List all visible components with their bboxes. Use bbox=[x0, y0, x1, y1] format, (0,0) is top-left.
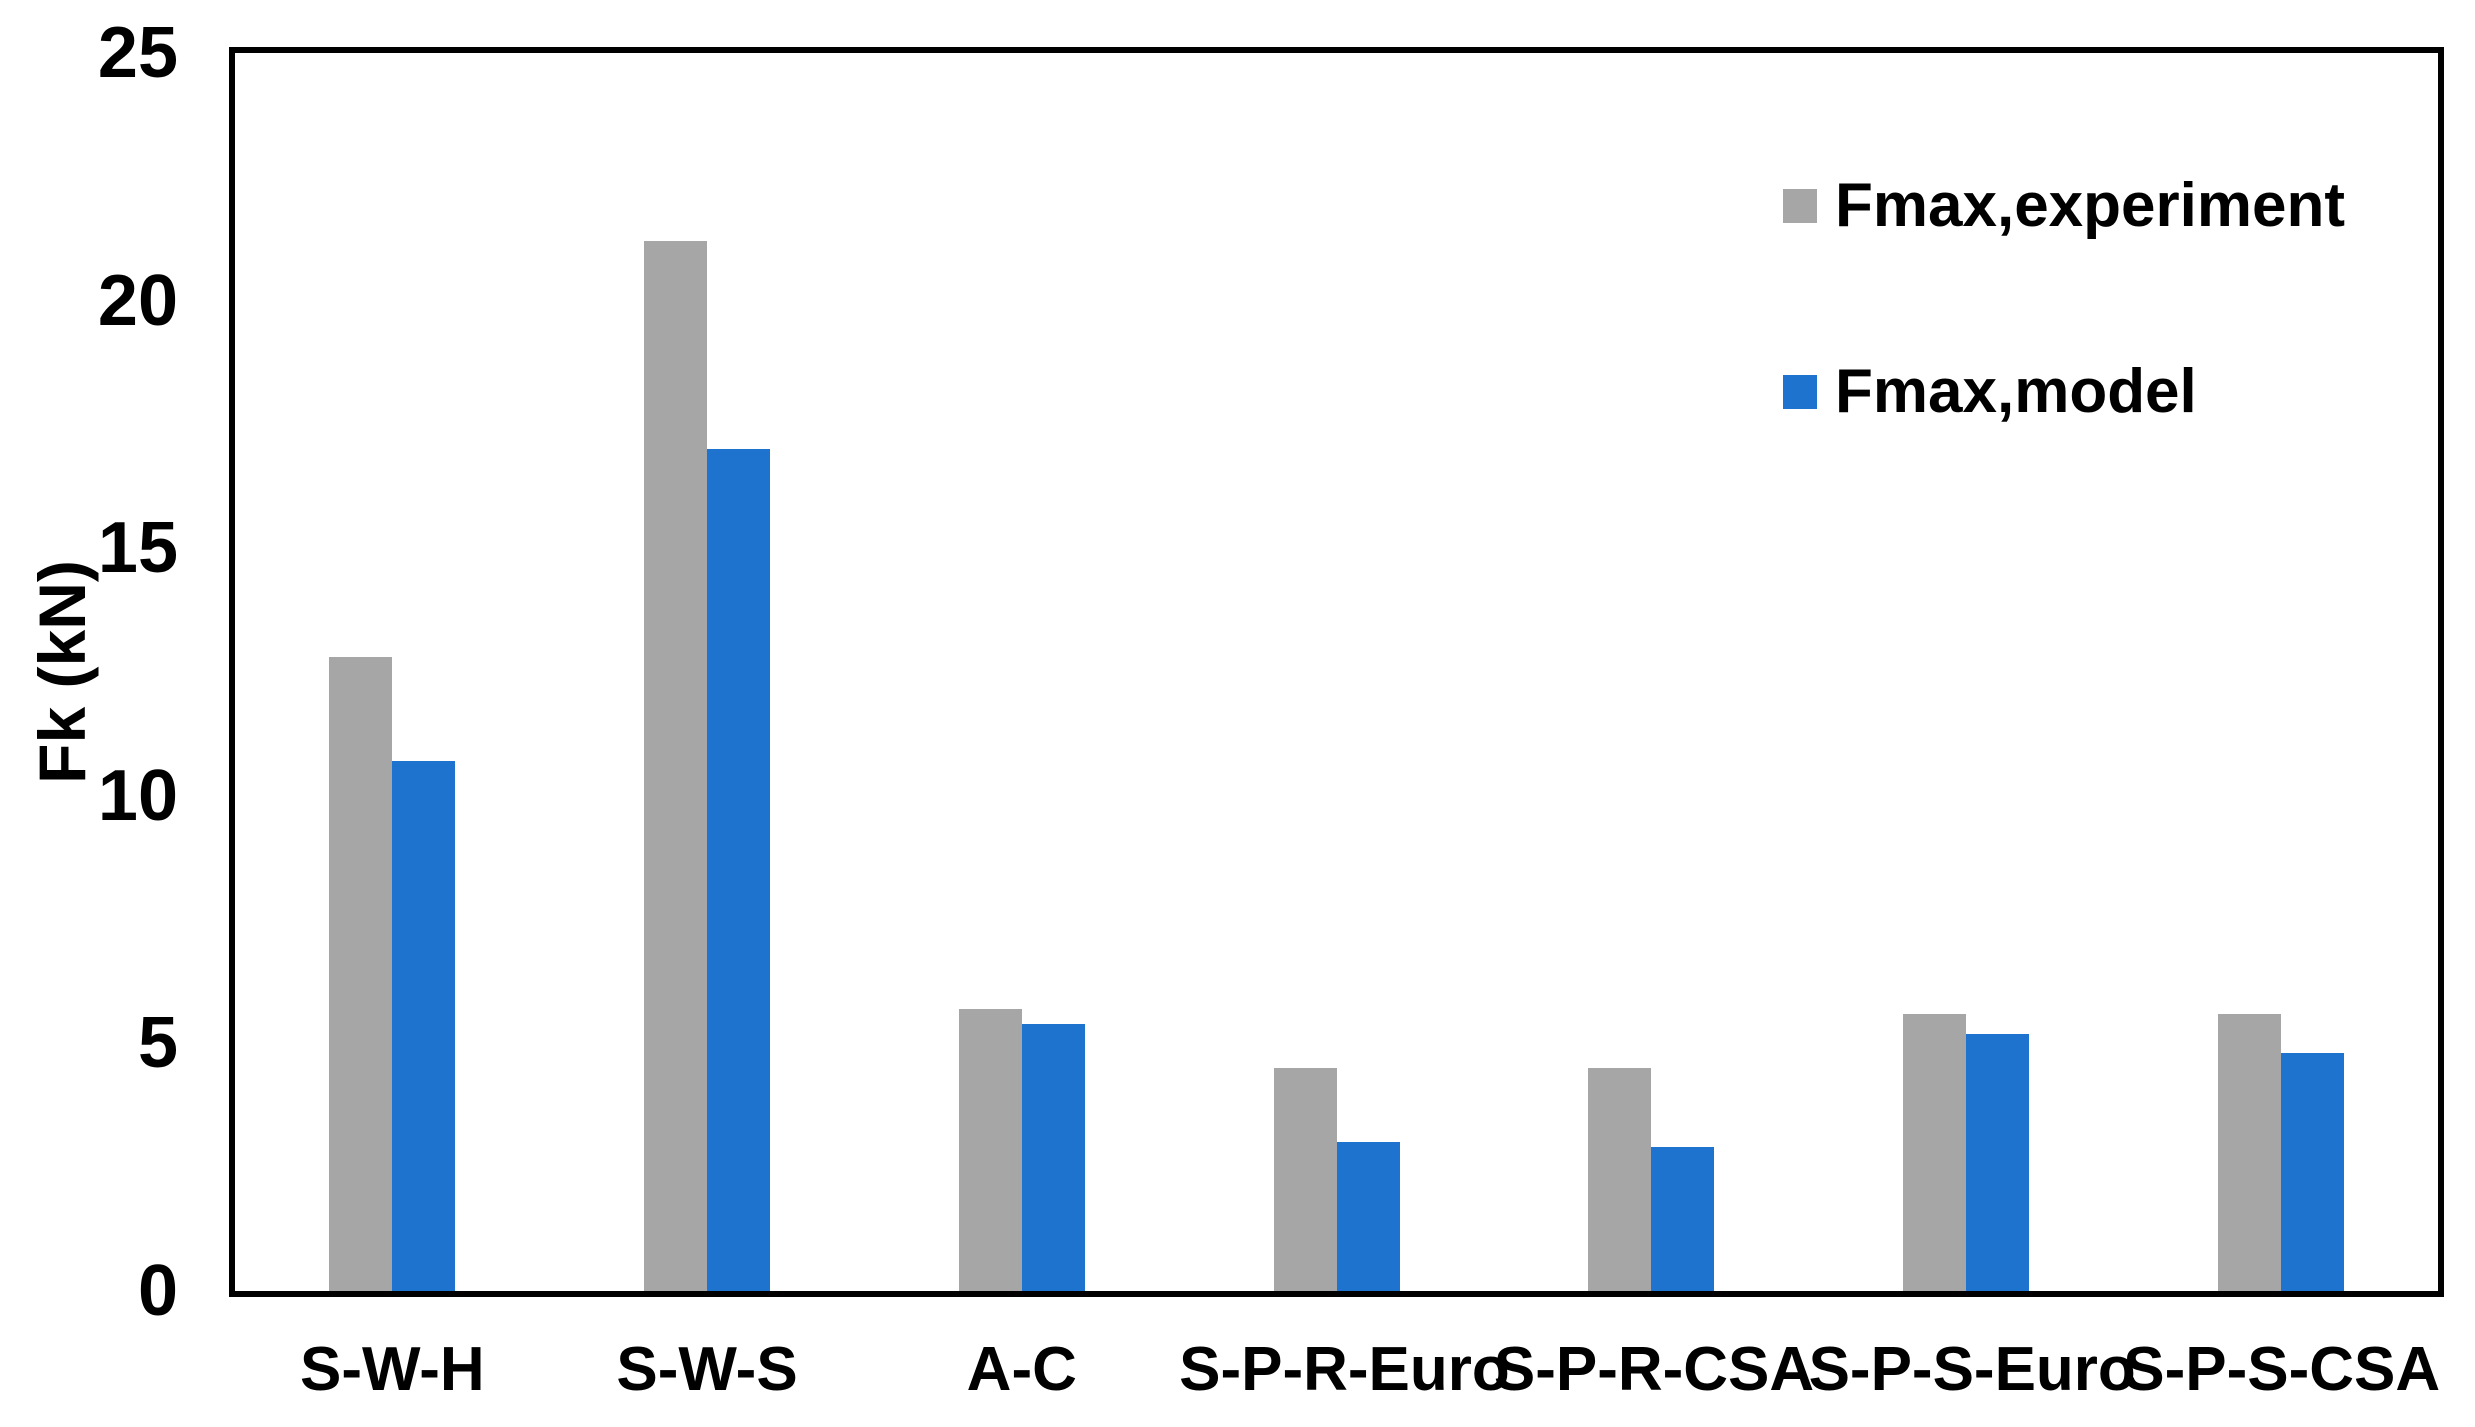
y-tick-label-5: 5 bbox=[137, 1003, 178, 1084]
x-category-label-s-p-r-euro: S-P-R-Euro bbox=[1179, 1335, 1510, 1404]
bar-experiment-s-p-s-euro bbox=[1902, 1013, 1966, 1291]
bar-experiment-s-p-r-euro bbox=[1273, 1068, 1337, 1291]
legend-label-fmax-model: Fmax,model bbox=[1835, 357, 2197, 426]
y-tick-label-25: 25 bbox=[97, 13, 178, 93]
x-category-label-a-c: A-C bbox=[966, 1335, 1077, 1404]
bar-model-s-p-r-csa bbox=[1651, 1147, 1715, 1291]
legend-label-fmax-experiment: Fmax,experiment bbox=[1835, 171, 2345, 240]
y-tick-label-20: 20 bbox=[97, 260, 178, 341]
legend-swatch-fmax-model bbox=[1783, 375, 1817, 409]
bar-model-s-p-r-euro bbox=[1336, 1142, 1400, 1291]
y-tick-label-0: 0 bbox=[137, 1251, 178, 1331]
y-tick-label-15: 15 bbox=[97, 508, 178, 589]
x-category-label-s-p-r-csa: S-P-R-CSA bbox=[1493, 1335, 1815, 1404]
legend-entry-fmax-model: Fmax,model bbox=[1783, 354, 2345, 430]
bar-model-s-w-s bbox=[707, 449, 771, 1291]
x-category-label-s-w-s: S-W-S bbox=[616, 1335, 798, 1404]
bar-model-s-w-h bbox=[392, 761, 456, 1291]
bar-experiment-s-w-h bbox=[329, 657, 393, 1291]
bar-experiment-a-c bbox=[958, 1008, 1022, 1291]
plot-area bbox=[235, 53, 2438, 1291]
legend-swatch-fmax-experiment bbox=[1783, 189, 1817, 223]
bar-model-s-p-s-csa bbox=[2280, 1053, 2344, 1291]
bar-experiment-s-p-s-csa bbox=[2217, 1013, 2281, 1291]
x-category-label-s-p-s-euro: S-P-S-Euro bbox=[1808, 1335, 2136, 1404]
x-category-label-s-w-h: S-W-H bbox=[300, 1335, 485, 1404]
y-tick-label-10: 10 bbox=[97, 755, 178, 836]
bar-experiment-s-w-s bbox=[644, 241, 708, 1291]
bar-model-s-p-s-euro bbox=[1965, 1033, 2029, 1291]
bar-model-a-c bbox=[1021, 1023, 1085, 1291]
x-category-label-s-p-s-csa: S-P-S-CSA bbox=[2123, 1335, 2441, 1404]
y-axis-title: Fk (kN) bbox=[25, 560, 99, 784]
bar-experiment-s-p-r-csa bbox=[1588, 1068, 1652, 1291]
legend: Fmax,experiment Fmax,model bbox=[1783, 168, 2345, 430]
legend-entry-fmax-experiment: Fmax,experiment bbox=[1783, 168, 2345, 244]
